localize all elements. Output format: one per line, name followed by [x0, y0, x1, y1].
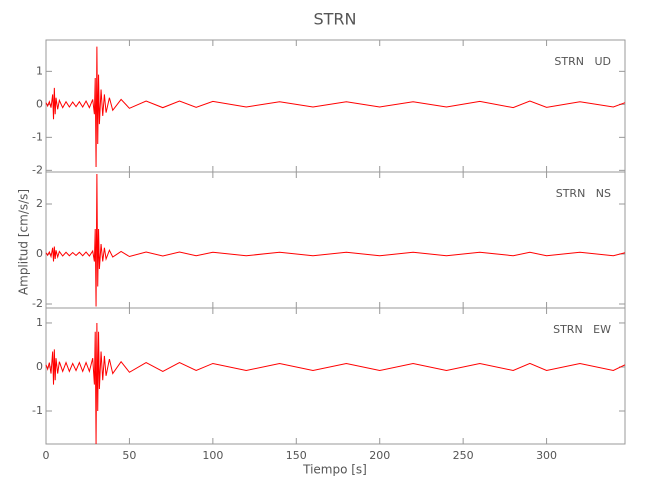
panel-frame	[45, 39, 626, 173]
panel-frame	[45, 307, 626, 445]
x-tick-label: 150	[286, 449, 307, 462]
panel-label: STRN EW	[553, 323, 611, 336]
x-tick-label: 250	[453, 449, 474, 462]
x-tick-label: 100	[202, 449, 223, 462]
y-axis-label: Amplitud [cm/s/s]	[17, 189, 31, 295]
x-tick-label: 300	[536, 449, 557, 462]
y-tick-label: 1	[36, 64, 43, 77]
y-tick-label: 0	[36, 247, 43, 260]
chart-title: STRN	[313, 10, 356, 29]
x-tick-label: 200	[369, 449, 390, 462]
y-tick-label: -1	[32, 404, 43, 417]
y-tick-label: 2	[36, 197, 43, 210]
y-tick-label: -2	[32, 163, 43, 176]
x-tick-label: 50	[122, 449, 136, 462]
x-tick-label: 0	[43, 449, 50, 462]
x-axis-label: Tiempo [s]	[302, 463, 367, 477]
panel-label: STRN NS	[556, 187, 611, 200]
y-tick-label: 1	[36, 316, 43, 329]
y-tick-label: 0	[36, 360, 43, 373]
trace	[45, 173, 626, 307]
y-tick-label: -2	[32, 297, 43, 310]
y-tick-label: 0	[36, 97, 43, 110]
y-tick-label: -1	[32, 130, 43, 143]
panel-frame	[45, 171, 626, 309]
panel-label: STRN UD	[554, 55, 611, 68]
trace	[45, 322, 626, 445]
trace	[45, 46, 626, 168]
